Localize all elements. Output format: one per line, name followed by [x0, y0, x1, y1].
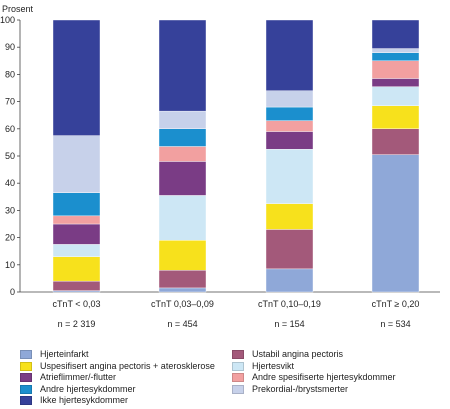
- bar-segment: [371, 78, 420, 87]
- bar-stack: [158, 19, 207, 293]
- bar-stack: [265, 19, 314, 293]
- bar-segment: [371, 48, 420, 53]
- bar-segment: [371, 128, 420, 155]
- legend-swatch: [20, 373, 32, 382]
- y-tick-label: 90: [5, 42, 15, 52]
- legend-swatch: [232, 384, 244, 394]
- bar-segment: [265, 203, 314, 230]
- legend-label: Ikke hjertesykdommer: [40, 395, 129, 405]
- bar-segment: [265, 268, 314, 293]
- legend-label: Andre hjertesykdommer: [40, 383, 136, 394]
- x-n-label: n = 534: [380, 319, 410, 329]
- bar-segment: [158, 146, 207, 162]
- bar-segment: [52, 192, 101, 217]
- legend-swatch: [20, 396, 32, 405]
- y-tick-label: 70: [5, 97, 15, 107]
- y-tick-label: 80: [5, 69, 15, 79]
- bar-segment: [158, 195, 207, 241]
- bar-segment: [158, 19, 207, 112]
- bar-segment: [265, 131, 314, 150]
- chart-plot: Prosent 0 10 20 30 40 50 60 70 80 90 100 cTnT < 0,03…: [0, 4, 440, 329]
- legend-label: Hjerteinfarkt: [40, 349, 89, 359]
- legend-swatch: [232, 361, 244, 371]
- y-tick-label: 20: [5, 233, 15, 243]
- legend-swatch: [20, 384, 32, 394]
- bar-segment: [371, 52, 420, 61]
- y-tick-label: 50: [5, 151, 15, 161]
- y-tick-label: 100: [0, 15, 15, 25]
- bar-segment: [52, 19, 101, 136]
- y-tick-label: 40: [5, 178, 15, 188]
- bar-segment: [52, 223, 101, 245]
- bar-segment: [265, 120, 314, 132]
- legend-label: Uspesifisert angina pectoris + ateroskle…: [40, 360, 215, 371]
- bar-stack: [371, 19, 420, 293]
- bar-segment: [265, 148, 314, 204]
- bar-segment: [158, 270, 207, 289]
- bar-segment: [52, 135, 101, 193]
- legend-item: Ikke hjertesykdommer: [20, 395, 128, 406]
- y-axis-title: Prosent: [2, 4, 34, 14]
- x-category-label: cTnT 0,03–0,09: [151, 299, 214, 309]
- legend-swatch: [232, 350, 244, 359]
- bar-segment: [265, 19, 314, 91]
- bar-segment: [265, 106, 314, 121]
- bar-segment: [371, 19, 420, 49]
- bar-segment: [158, 287, 207, 293]
- legend-item: Andre spesifiserte hjertesykdommer: [232, 372, 396, 383]
- x-category-label: cTnT ≥ 0,20: [372, 299, 420, 309]
- bar-segment: [158, 128, 207, 147]
- legend-item: Andre hjertesykdommer: [20, 384, 136, 395]
- y-tick-label: 30: [5, 205, 15, 215]
- legend-label: Atrieflimmer/-flutter: [40, 372, 117, 382]
- bar-segment: [52, 280, 101, 291]
- x-category-label: cTnT 0,10–0,19: [258, 299, 321, 309]
- y-tick-label: 10: [5, 260, 15, 270]
- legend-item: Hjerteinfarkt: [20, 349, 89, 360]
- x-n-label: n = 2 319: [58, 319, 96, 329]
- bar-segment: [158, 240, 207, 271]
- legend-item: Atrieflimmer/-flutter: [20, 372, 116, 383]
- legend-label: Ustabil angina pectoris: [252, 349, 344, 359]
- legend-item: Hjertesvikt: [232, 361, 294, 372]
- bar-segment: [371, 86, 420, 106]
- legend-swatch: [20, 350, 32, 359]
- x-n-label: n = 454: [167, 319, 197, 329]
- legend-label: Prekordial-/brystsmerter: [252, 383, 349, 394]
- legend-item: Uspesifisert angina pectoris + ateroskle…: [20, 361, 215, 372]
- bar-segment: [371, 60, 420, 79]
- chart-legend: Hjerteinfarkt Ustabil angina pectoris Uspe…: [20, 349, 450, 409]
- legend-label: Hjertesvikt: [252, 360, 295, 371]
- legend-swatch: [232, 373, 244, 382]
- bar-segment: [158, 161, 207, 196]
- bar-segment: [265, 90, 314, 108]
- y-tick-label: 60: [5, 124, 15, 134]
- bar-segment: [52, 256, 101, 282]
- x-category-label: cTnT < 0,03: [52, 299, 100, 309]
- x-n-label: n = 154: [274, 319, 304, 329]
- bar-segment: [52, 290, 101, 293]
- bar-segment: [265, 229, 314, 270]
- legend-swatch: [20, 361, 32, 371]
- bar-segment: [52, 215, 101, 225]
- bar-segment: [52, 244, 101, 257]
- bar-segment: [158, 110, 207, 130]
- legend-label: Andre spesifiserte hjertesykdommer: [252, 372, 396, 382]
- bar-segment: [371, 105, 420, 130]
- y-tick-label: 0: [10, 287, 15, 297]
- bar-stack: [52, 19, 101, 293]
- legend-item: Ustabil angina pectoris: [232, 349, 343, 360]
- legend-item: Prekordial-/brystsmerter: [232, 384, 348, 395]
- bar-segment: [371, 154, 420, 293]
